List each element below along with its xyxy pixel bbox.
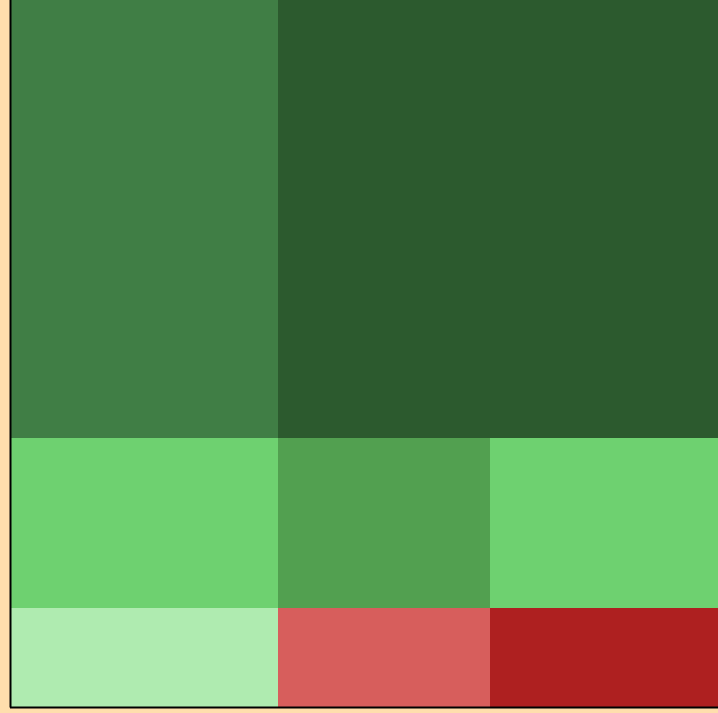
heatmap-cell-bottom-right	[490, 608, 718, 707]
heatmap-cell-middle-left	[10, 438, 278, 608]
heatmap-cell-top-right	[278, 0, 718, 438]
heatmap-cell-top-left	[10, 0, 278, 438]
heatmap-cell-middle-right	[490, 438, 718, 608]
heatmap-cell-bottom-center	[278, 608, 490, 707]
heatmap-cell-bottom-left	[10, 608, 278, 707]
heatmap-cells	[10, 0, 718, 707]
heatmap-cell-middle-center	[278, 438, 490, 608]
